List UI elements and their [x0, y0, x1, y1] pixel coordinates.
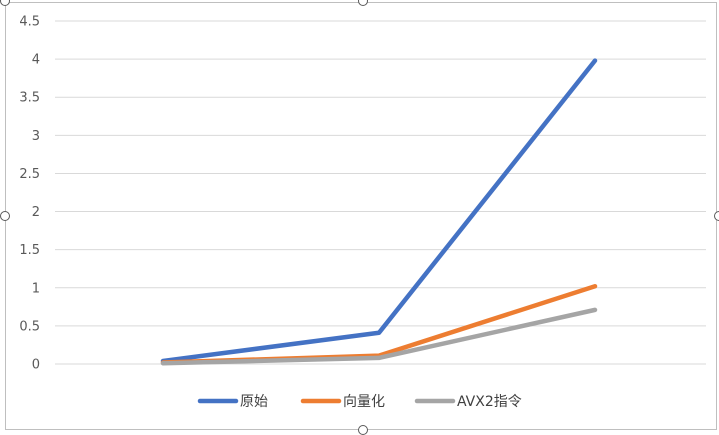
y-axis-tick-labels: 0 0.5 1 1.5 2 2.5 3 3.5 4 4.5 [19, 15, 40, 373]
legend-label: 向量化 [343, 394, 385, 410]
y-tick-label: 0.5 [19, 319, 40, 334]
series-line-1[interactable] [160, 58, 598, 364]
series-lines [160, 58, 598, 366]
y-tick-label: 4 [32, 53, 40, 68]
y-tick-label: 3.5 [19, 91, 40, 106]
gridlines [55, 20, 706, 365]
resize-handle-middle-left[interactable] [0, 211, 10, 221]
legend-label: 原始 [240, 394, 268, 410]
resize-handle-top-left[interactable] [0, 0, 10, 6]
y-tick-label: 3 [32, 129, 40, 144]
legend-label: AVX2指令 [457, 394, 522, 410]
y-tick-label: 0 [32, 358, 40, 373]
series-line-3[interactable] [160, 307, 598, 366]
legend: 原始 向量化 AVX2指令 [197, 394, 522, 410]
y-tick-label: 4.5 [19, 15, 40, 30]
resize-handle-middle-right[interactable] [714, 211, 719, 221]
y-tick-label: 1.5 [19, 243, 40, 258]
y-tick-label: 2 [32, 205, 40, 220]
y-tick-label: 1 [32, 281, 40, 296]
y-tick-label: 2.5 [19, 167, 40, 182]
resize-handle-top-center[interactable] [358, 0, 368, 6]
